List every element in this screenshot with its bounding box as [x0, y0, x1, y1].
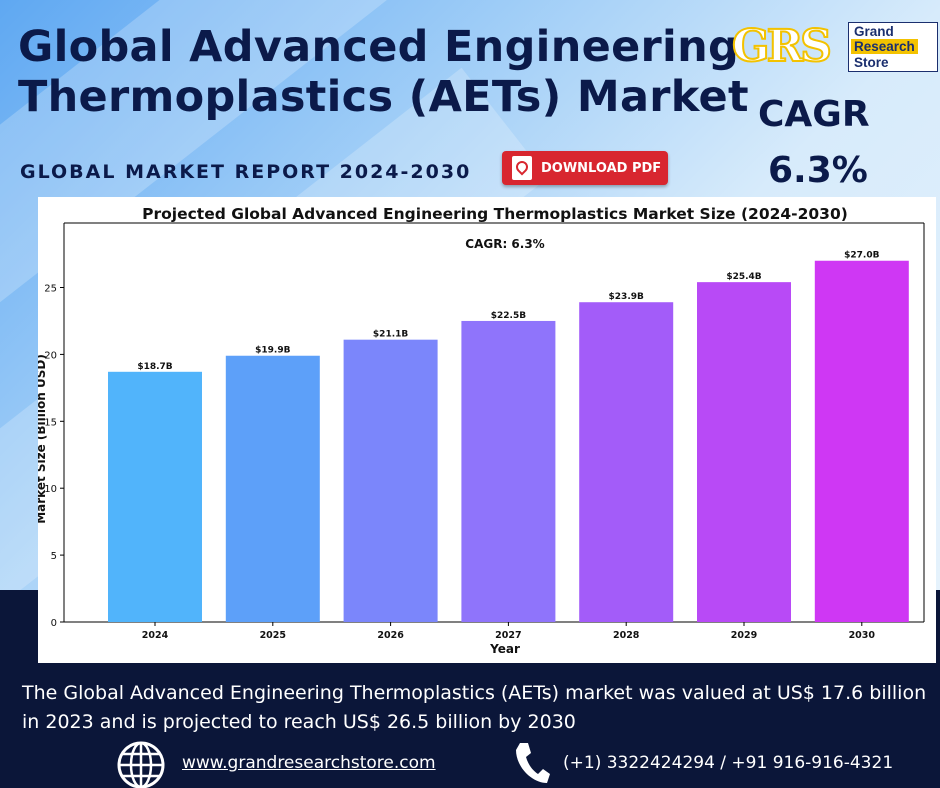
- bar-2030: [814, 260, 909, 622]
- x-tick-label: 2029: [731, 630, 757, 641]
- x-tick-label: 2025: [260, 630, 286, 641]
- x-tick-label: 2027: [495, 630, 521, 641]
- bar-value-label: $23.9B: [609, 292, 644, 302]
- y-tick-label: 5: [51, 551, 57, 562]
- logo-line-store: Store: [854, 55, 889, 70]
- logo-mark: GRS: [731, 21, 833, 73]
- logo-line-grand: Grand: [854, 24, 894, 39]
- y-axis-label: Market Size (Billion USD): [38, 354, 48, 524]
- download-pdf-label: DOWNLOAD PDF: [541, 160, 662, 176]
- x-tick-label: 2030: [849, 630, 876, 641]
- cagr-label: CAGR: [758, 94, 870, 135]
- bar-2025: [225, 355, 320, 622]
- bars: $18.7B 2024 $19.9B 2025 $21.1B 2026 $22.5B 2027…: [108, 251, 909, 641]
- phone-number: (+1) 3322424294 / +91 916-916-4321: [563, 753, 894, 773]
- bar-value-label: $25.4B: [726, 272, 761, 282]
- market-description: The Global Advanced Engineering Thermopl…: [22, 682, 927, 733]
- cagr-value: 6.3%: [768, 150, 868, 191]
- phone-icon: [516, 743, 550, 783]
- chart-panel: Projected Global Advanced Engineering Th…: [38, 197, 936, 663]
- logo-line-research: Research: [851, 39, 918, 54]
- x-tick-label: 2028: [613, 630, 640, 641]
- pdf-icon: [512, 156, 532, 180]
- title-line-2: Thermoplastics (AETs) Market: [18, 72, 749, 122]
- bar-value-label: $19.9B: [255, 346, 290, 356]
- y-tick-label: 25: [44, 284, 57, 295]
- y-tick-label: 0: [51, 618, 57, 629]
- cagr-annotation: CAGR: 6.3%: [465, 237, 544, 251]
- bar-value-label: $18.7B: [137, 362, 172, 372]
- bar-2029: [697, 282, 791, 622]
- logo-wordmark: Grand Research Store: [848, 22, 938, 72]
- y-tick-label: 15: [44, 417, 57, 428]
- bar-2026: [343, 339, 438, 622]
- bar-2028: [579, 302, 674, 622]
- title-line-1: Global Advanced Engineering: [18, 22, 740, 72]
- bar-value-label: $21.1B: [373, 330, 408, 340]
- bar-2027: [461, 320, 556, 622]
- bar-value-label: $22.5B: [491, 311, 526, 321]
- bar-2024: [108, 371, 202, 622]
- x-tick-label: 2024: [142, 630, 169, 641]
- bar-chart: Projected Global Advanced Engineering Th…: [38, 205, 925, 656]
- y-tick-label: 20: [44, 350, 57, 361]
- y-tick-label: 10: [44, 484, 57, 495]
- x-tick-label: 2026: [377, 630, 404, 641]
- page-title: Global Advanced Engineering Thermoplasti…: [18, 22, 749, 122]
- bar-value-label: $27.0B: [844, 251, 879, 261]
- y-ticks: 0 5 10 15 20 25: [44, 284, 64, 629]
- report-subtitle: GLOBAL MARKET REPORT 2024-2030: [20, 161, 472, 183]
- company-logo[interactable]: GRS Grand Research Store: [731, 21, 938, 73]
- chart-title: Projected Global Advanced Engineering Th…: [142, 205, 848, 223]
- download-pdf-button[interactable]: DOWNLOAD PDF: [502, 151, 668, 185]
- website-link[interactable]: www.grandresearchstore.com: [182, 753, 436, 773]
- x-axis-label: Year: [489, 642, 520, 656]
- globe-icon: [117, 741, 165, 788]
